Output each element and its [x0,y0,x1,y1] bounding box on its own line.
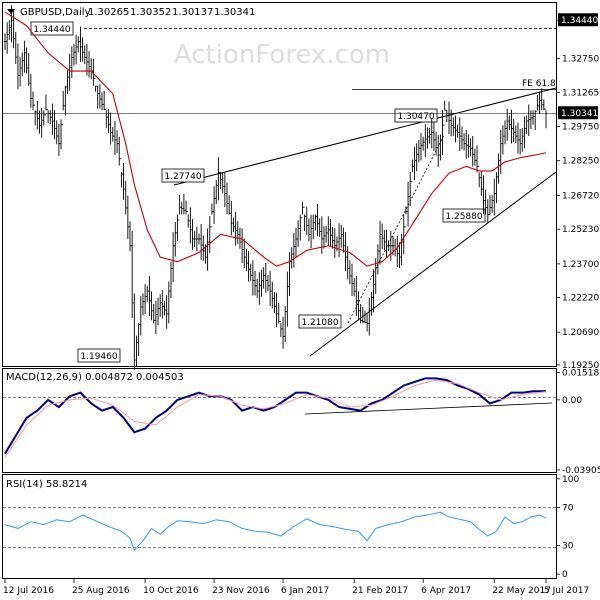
annotation-1.34440: 1.34440 [30,21,74,36]
symbol-title: GBPUSD,Daily [20,7,91,18]
annotation-1.19460: 1.19460 [77,348,121,363]
macd-tick-label: 0.015187 [562,369,600,379]
annotation-1.30470: 1.30470 [394,108,438,123]
macd-trendline [304,402,553,415]
price-tick-label: 1.31265 [562,88,599,98]
price-axis: 1.34440 1.32750 1.31265 1.29750 1.28250 1.267… [556,13,599,371]
annotation-1.27740: 1.27740 [161,168,205,183]
macd-series-signal [4,379,547,458]
date-axis: 12 Jul 2016 25 Aug 2016 10 Oct 2016 23 Nov … [3,579,589,596]
rsi-tick-label: 0 [562,570,568,580]
price-tick-label: 1.19250 [562,361,599,371]
ohlc-open: 1.30265 [88,7,129,18]
watermark: ActionForex.com [174,40,390,70]
current-price-label: 1.30341 [561,109,598,119]
annotation-1.21080: 1.21080 [298,314,342,329]
macd-series-macd [4,377,547,455]
date-label: 10 Oct 2016 [143,586,199,596]
support-trendline [309,171,557,357]
price-tick-label: 1.23700 [562,260,599,270]
rsi-tick-label: 100 [562,475,579,485]
price-tag-1.34440 [558,13,598,27]
date-label: 6 Apr 2017 [421,586,471,596]
rsi-panel-frame [2,474,557,579]
rsi-layer [4,511,547,552]
rsi-line [4,511,547,552]
date-label: 21 Feb 2017 [352,586,408,596]
resistance-trendline [173,87,557,186]
svg-text:1.21080: 1.21080 [301,318,338,328]
macd-title: MACD(12,26,9) 0.004872 0.004503 [6,372,184,383]
date-label: 25 Aug 2016 [72,586,130,596]
price-tick-label: 1.26720 [562,191,599,201]
date-label: 6 Jan 2017 [281,586,329,596]
rsi-tick-label: 70 [562,503,574,513]
rsi-axis: 100 70 30 0 [556,475,579,580]
svg-text:1.34440: 1.34440 [33,25,70,35]
macd-tick-label: 0.00 [562,396,582,406]
projection-dashed [347,134,445,324]
ohlc-close: 1.30341 [214,7,255,18]
rsi-tick-label: 30 [562,542,574,552]
macd-panel-frame [2,368,557,473]
moving-average-layer [3,11,556,267]
price-tick-label: 1.32750 [562,55,599,65]
svg-text:1.25880: 1.25880 [445,212,482,222]
ohlc-high: 1.30352 [130,7,171,18]
date-label: 5 Jul 2017 [544,586,589,596]
price-tick-label: 1.20690 [562,328,599,338]
annotation-1.25880: 1.25880 [442,208,486,223]
svg-text:1.27740: 1.27740 [164,172,201,182]
ohlc-low: 1.30137 [172,7,213,18]
macd-tick-label: -0.039056 [562,466,600,476]
current-price-tag [558,106,598,120]
date-label: 22 May 2017 [492,586,551,596]
macd-axis: 0.015187 0.00 -0.039056 [556,369,600,476]
price-tick-label: 1.29750 [562,123,599,133]
fe-618-label: FE 61.8 [522,79,556,89]
price-panel-frame [2,2,557,367]
price-tick-label: 1.28250 [562,157,599,167]
date-label: 12 Jul 2016 [3,586,54,596]
svg-text:1.30470: 1.30470 [397,112,434,122]
svg-text:1.19460: 1.19460 [80,352,117,362]
date-label: 23 Nov 2016 [212,586,270,596]
price-tick-label: 1.22220 [562,293,599,303]
price-tick-label: 1.34440 [561,16,598,26]
moving-average-line [4,11,547,267]
price-tick-label: 1.25230 [562,225,599,235]
dropdown-arrow-icon[interactable] [7,9,15,14]
macd-layer [4,377,547,458]
rsi-title: RSI(14) 58.8214 [6,479,87,490]
